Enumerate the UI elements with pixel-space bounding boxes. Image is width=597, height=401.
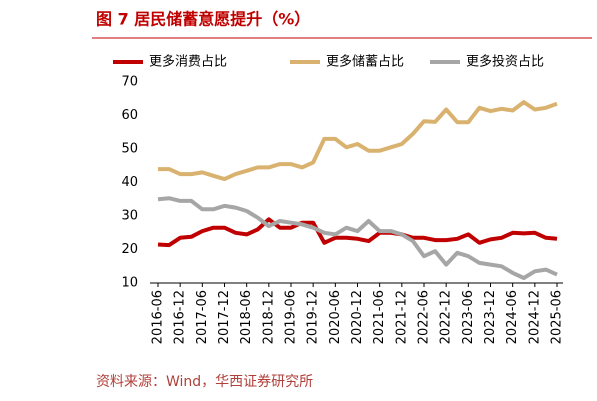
y-tick-label: 60: [121, 108, 138, 123]
x-tick-label: 2018-12: [261, 290, 276, 344]
x-tick-label: 2024-06: [505, 290, 520, 344]
x-tick-label: 2017-12: [217, 290, 232, 344]
x-tick-label: 2022-12: [439, 290, 454, 344]
chart-title: 图 7 居民储蓄意愿提升（%）: [96, 10, 310, 29]
y-tick-label: 10: [121, 276, 138, 291]
x-tick-label: 2024-12: [527, 290, 542, 344]
x-tick-label: 2016-06: [151, 290, 166, 344]
series-line: [157, 196, 558, 280]
legend-label: 更多储蓄占比: [326, 54, 404, 70]
y-tick-label: 70: [121, 75, 138, 90]
x-tick-label: 2023-06: [461, 290, 476, 344]
x-tick-label: 2020-12: [350, 290, 365, 344]
source-note: 资料来源：Wind，华西证券研究所: [96, 374, 313, 390]
x-tick-label: 2025-06: [550, 290, 565, 344]
x-tick-label: 2019-12: [306, 290, 321, 344]
x-tick-label: 2018-06: [239, 290, 254, 344]
y-tick-label: 40: [121, 175, 138, 190]
y-tick-label: 50: [121, 142, 138, 157]
x-tick-label: 2022-06: [417, 290, 432, 344]
series-line: [157, 217, 558, 248]
legend-label: 更多消费占比: [149, 54, 227, 70]
y-tick-label: 20: [121, 242, 138, 257]
legend-label: 更多投资占比: [466, 54, 544, 70]
x-tick-label: 2021-12: [394, 290, 409, 344]
x-tick-label: 2019-06: [284, 290, 299, 344]
y-tick-label: 30: [121, 209, 138, 224]
x-tick-label: 2016-12: [173, 290, 188, 344]
x-tick-label: 2021-06: [372, 290, 387, 344]
series-line: [158, 100, 558, 182]
x-tick-label: 2017-06: [195, 290, 210, 344]
x-tick-label: 2023-12: [483, 290, 498, 344]
x-tick-label: 2020-06: [328, 290, 343, 344]
